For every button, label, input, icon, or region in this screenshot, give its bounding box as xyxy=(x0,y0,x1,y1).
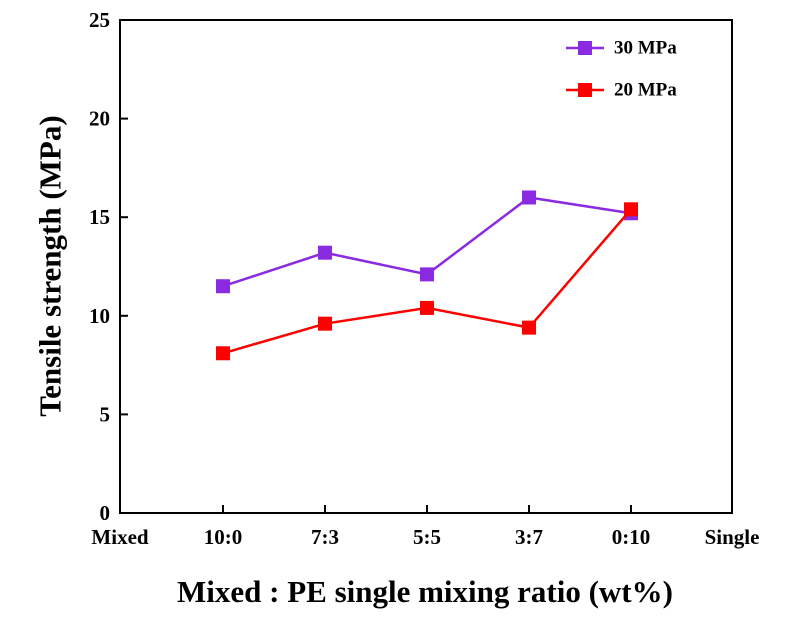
y-tick-label: 25 xyxy=(89,8,110,32)
x-tick-label: 0:10 xyxy=(612,525,651,549)
y-axis-ticks: 0 5 10 15 20 25 xyxy=(89,8,128,525)
data-point xyxy=(318,245,332,260)
data-point xyxy=(420,300,434,315)
legend-marker xyxy=(578,41,592,55)
y-tick-label: 5 xyxy=(100,402,111,426)
data-point xyxy=(522,320,536,335)
series-layer xyxy=(216,190,638,361)
x-tick-label: 10:0 xyxy=(204,525,243,549)
data-point xyxy=(318,316,332,331)
data-point xyxy=(624,202,638,217)
y-tick-label: 0 xyxy=(100,501,111,525)
data-point xyxy=(522,190,536,205)
y-tick-label: 15 xyxy=(89,205,110,229)
x-tick-label: 5:5 xyxy=(413,525,441,549)
x-tick-label: Single xyxy=(705,525,760,549)
x-tick-label: Mixed xyxy=(91,525,148,549)
data-point xyxy=(216,279,230,294)
y-tick-label: 10 xyxy=(89,304,110,328)
data-point xyxy=(420,267,434,282)
legend-marker xyxy=(578,83,592,97)
y-axis-label: Tensile strength (MPa) xyxy=(33,115,68,416)
legend: 30 MPa 20 MPa xyxy=(566,38,677,101)
data-point xyxy=(216,346,230,361)
x-tick-label: 3:7 xyxy=(515,525,543,549)
x-axis-label: Mixed : PE single mixing ratio (wt%) xyxy=(177,574,673,609)
legend-label: 30 MPa xyxy=(614,38,677,59)
legend-label: 20 MPa xyxy=(614,80,677,101)
y-tick-label: 20 xyxy=(89,107,110,131)
x-tick-label: 7:3 xyxy=(311,525,339,549)
x-axis-ticks: Mixed 10:0 7:3 5:5 3:7 0:10 Single xyxy=(91,505,759,549)
